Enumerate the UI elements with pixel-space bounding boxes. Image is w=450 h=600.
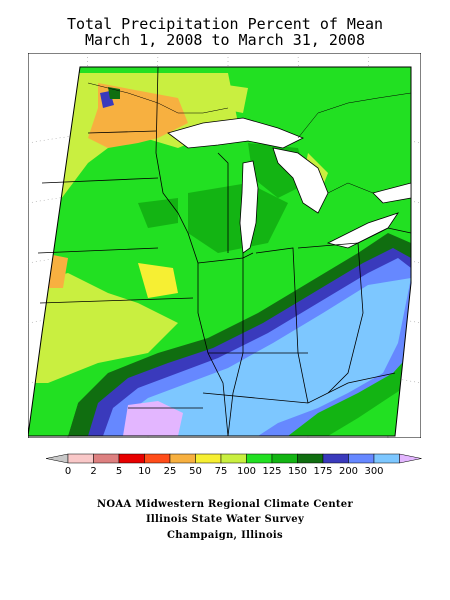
zone-over-300 <box>128 278 411 436</box>
legend-swatch <box>246 453 273 464</box>
legend-swatch <box>67 453 94 464</box>
legend-label: 5 <box>116 466 122 477</box>
great-lakes <box>167 117 412 254</box>
legend-swatch <box>144 453 171 464</box>
lake-ontario <box>372 182 412 204</box>
legend-label: 75 <box>215 466 228 477</box>
state-borders <box>37 66 412 437</box>
legend-swatch <box>93 453 120 464</box>
precipitation-map <box>28 53 421 438</box>
legend-label: 200 <box>339 466 358 477</box>
legend-label: 2 <box>90 466 96 477</box>
zone-125-150 <box>188 183 288 253</box>
legend-swatch <box>220 453 247 464</box>
legend-label: 25 <box>164 466 177 477</box>
legend-label: 0 <box>65 466 71 477</box>
legend-label: 125 <box>262 466 281 477</box>
credit-line2: Illinois State Water Survey <box>145 514 305 525</box>
zone-extreme <box>123 401 183 436</box>
legend-swatch <box>348 453 375 464</box>
map-title-line1: Total Precipitation Percent of Mean <box>66 15 384 33</box>
legend-swatch <box>195 453 222 464</box>
zone-25-50-north <box>88 83 188 148</box>
legend-label: 150 <box>288 466 307 477</box>
legend-low-arrow <box>45 453 69 464</box>
lake-erie <box>326 212 399 249</box>
map-title-line2: March 1, 2008 to March 31, 2008 <box>85 31 365 49</box>
legend-label: 100 <box>237 466 256 477</box>
credit-line3: Champaign, Illinois <box>167 530 283 541</box>
legend-swatch <box>118 453 145 464</box>
legend-swatch <box>169 453 196 464</box>
zone-75-100-west <box>28 273 178 383</box>
lake-huron <box>272 147 329 214</box>
legend-high-arrow <box>399 453 422 464</box>
legend-swatch <box>322 453 349 464</box>
lake-michigan <box>239 160 259 254</box>
region-outline <box>28 66 412 437</box>
legend-label: 175 <box>313 466 332 477</box>
legend-swatch <box>297 453 324 464</box>
legend-label: 300 <box>364 466 383 477</box>
credit-line1: NOAA Midwestern Regional Climate Center <box>96 499 354 510</box>
lake-superior <box>167 117 304 149</box>
zone-50-75 <box>138 263 178 298</box>
color-legend: 0 2 5 10 25 50 75 100 125 150 175 200 300 <box>45 453 422 477</box>
legend-swatch <box>271 453 298 464</box>
legend-label: 50 <box>189 466 202 477</box>
legend-swatch <box>373 453 400 464</box>
legend-label: 10 <box>138 466 151 477</box>
